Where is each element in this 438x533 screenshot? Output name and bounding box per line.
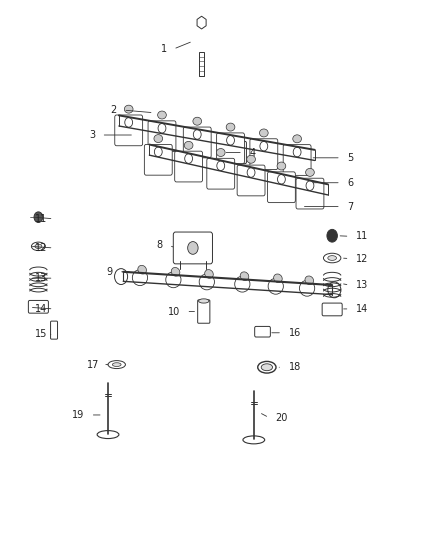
Text: 6: 6: [347, 177, 353, 188]
FancyBboxPatch shape: [283, 144, 311, 175]
Circle shape: [247, 168, 255, 177]
Circle shape: [34, 212, 43, 222]
Ellipse shape: [205, 270, 213, 278]
FancyBboxPatch shape: [28, 301, 48, 313]
Text: 16: 16: [289, 328, 301, 338]
FancyBboxPatch shape: [50, 321, 57, 339]
Ellipse shape: [193, 117, 201, 125]
Text: 14: 14: [35, 304, 47, 314]
Ellipse shape: [306, 168, 314, 176]
Ellipse shape: [216, 149, 225, 157]
Circle shape: [231, 148, 238, 157]
FancyBboxPatch shape: [148, 121, 176, 151]
Text: 8: 8: [156, 240, 162, 251]
FancyBboxPatch shape: [145, 144, 172, 175]
Ellipse shape: [32, 242, 46, 251]
FancyBboxPatch shape: [268, 172, 295, 203]
FancyBboxPatch shape: [217, 133, 244, 164]
Text: 12: 12: [35, 243, 47, 253]
Text: 1: 1: [161, 44, 167, 54]
Text: 19: 19: [72, 410, 84, 420]
Circle shape: [306, 181, 314, 190]
Ellipse shape: [300, 280, 315, 296]
Text: 14: 14: [356, 304, 368, 314]
Ellipse shape: [113, 363, 121, 367]
Circle shape: [187, 241, 198, 254]
Polygon shape: [197, 16, 206, 29]
Ellipse shape: [138, 265, 146, 274]
Bar: [199, 52, 204, 76]
Text: 15: 15: [35, 329, 47, 340]
Text: 13: 13: [356, 280, 368, 290]
Circle shape: [328, 282, 341, 298]
Ellipse shape: [198, 299, 209, 303]
FancyBboxPatch shape: [175, 151, 202, 182]
Ellipse shape: [243, 436, 265, 444]
Ellipse shape: [132, 270, 148, 286]
Ellipse shape: [261, 364, 272, 370]
Circle shape: [327, 229, 337, 242]
Text: 17: 17: [87, 360, 99, 369]
Ellipse shape: [171, 268, 180, 276]
Ellipse shape: [124, 105, 133, 113]
Ellipse shape: [268, 278, 283, 294]
Ellipse shape: [323, 253, 341, 263]
Circle shape: [193, 130, 201, 139]
Ellipse shape: [293, 135, 301, 143]
FancyBboxPatch shape: [184, 127, 211, 158]
Ellipse shape: [166, 272, 181, 288]
Circle shape: [293, 147, 301, 157]
FancyBboxPatch shape: [207, 158, 235, 189]
Text: 5: 5: [347, 153, 353, 163]
Circle shape: [185, 154, 193, 164]
Circle shape: [115, 269, 127, 285]
FancyBboxPatch shape: [296, 178, 324, 209]
Text: 7: 7: [347, 201, 353, 212]
FancyBboxPatch shape: [173, 232, 212, 264]
Circle shape: [226, 135, 234, 145]
Ellipse shape: [328, 256, 336, 261]
Ellipse shape: [35, 244, 42, 248]
Ellipse shape: [154, 135, 162, 142]
Ellipse shape: [240, 272, 249, 280]
Text: 11: 11: [356, 231, 368, 241]
FancyBboxPatch shape: [254, 326, 270, 337]
Text: 12: 12: [356, 254, 368, 263]
Ellipse shape: [108, 361, 125, 368]
Ellipse shape: [97, 431, 119, 439]
Ellipse shape: [258, 361, 276, 373]
FancyBboxPatch shape: [222, 141, 247, 164]
FancyBboxPatch shape: [322, 303, 342, 316]
FancyBboxPatch shape: [237, 165, 265, 196]
Ellipse shape: [184, 141, 193, 149]
FancyBboxPatch shape: [198, 300, 210, 323]
Circle shape: [217, 161, 225, 171]
FancyBboxPatch shape: [115, 115, 143, 146]
Text: 10: 10: [168, 306, 180, 317]
Circle shape: [260, 141, 268, 151]
Ellipse shape: [158, 111, 166, 119]
Circle shape: [278, 174, 285, 184]
Circle shape: [158, 124, 166, 133]
Text: 2: 2: [110, 105, 117, 115]
Text: 20: 20: [276, 413, 288, 423]
Circle shape: [154, 147, 162, 157]
Ellipse shape: [235, 276, 250, 292]
Ellipse shape: [259, 129, 268, 137]
Ellipse shape: [226, 123, 235, 131]
Ellipse shape: [247, 155, 255, 163]
Text: 13: 13: [35, 273, 47, 283]
Text: 9: 9: [106, 267, 113, 277]
FancyBboxPatch shape: [250, 139, 278, 169]
Ellipse shape: [274, 274, 282, 282]
Text: 11: 11: [35, 214, 47, 224]
Text: 18: 18: [289, 362, 301, 372]
Ellipse shape: [277, 162, 286, 170]
Text: 3: 3: [89, 130, 95, 140]
Text: 4: 4: [250, 148, 256, 158]
Ellipse shape: [199, 274, 215, 290]
Circle shape: [125, 118, 133, 127]
Ellipse shape: [305, 276, 314, 285]
